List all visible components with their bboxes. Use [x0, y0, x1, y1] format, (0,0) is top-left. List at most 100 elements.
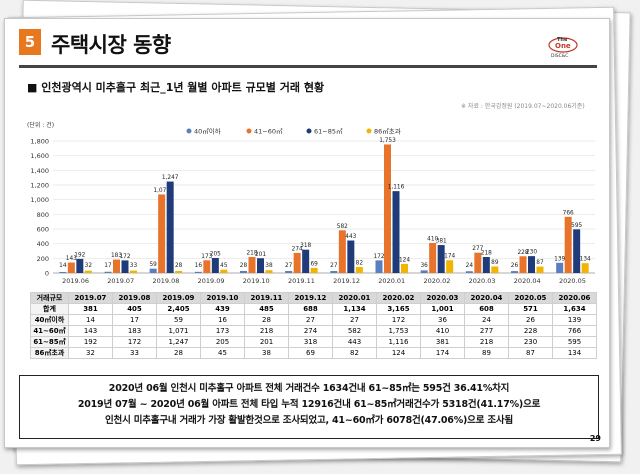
- bar: [384, 144, 391, 273]
- table-cell: 14: [68, 314, 113, 326]
- table-cell: 3,165: [376, 303, 421, 315]
- legend-label: 41~60㎡: [254, 127, 283, 136]
- bar: [437, 245, 445, 273]
- table-cell: 277: [464, 325, 509, 337]
- table-row-label: 86㎡초과: [30, 347, 69, 359]
- svg-text:DISC&C: DISC&C: [551, 53, 568, 59]
- x-tick-label: 2020.03: [469, 277, 496, 285]
- bar: [330, 271, 338, 273]
- bar: [474, 252, 482, 273]
- bar: [59, 271, 67, 273]
- table-cell: 38: [244, 347, 289, 359]
- data-label: 381: [436, 239, 447, 245]
- table-header-cell: 2019.10: [200, 292, 245, 304]
- y-tick-label: 400: [37, 240, 49, 248]
- page-number: 29: [589, 434, 601, 443]
- table-header-cell: 2019.09: [156, 292, 201, 304]
- summary-line: 2020년 06월 인천시 미추홀구 아파트 전체 거래건수 1634건내 61…: [108, 383, 510, 394]
- table-cell: 33: [112, 347, 157, 359]
- unit-label: (단위 : 건): [27, 121, 54, 129]
- data-label: 32: [85, 263, 93, 269]
- data-label: 59: [149, 262, 157, 268]
- data-label: 1,116: [388, 185, 405, 191]
- table-row-label: 41~60㎡: [30, 325, 69, 337]
- bar: [248, 257, 256, 273]
- bar: [166, 181, 174, 273]
- table-cell: 59: [156, 314, 201, 326]
- data-label: 45: [220, 263, 228, 269]
- x-tick-label: 2020.04: [514, 277, 541, 285]
- data-label: 87: [536, 260, 544, 266]
- data-label: 1,071: [153, 188, 170, 194]
- table-cell: 571: [508, 303, 553, 315]
- bar: [355, 266, 363, 273]
- table-cell: 381: [420, 336, 465, 348]
- x-tick-label: 2020.05: [559, 277, 586, 285]
- data-label: 1,247: [162, 175, 179, 181]
- summary-box: 2020년 06월 인천시 미추홀구 아파트 전체 거래건수 1634건내 61…: [19, 375, 599, 439]
- data-label: 17: [104, 263, 112, 269]
- section-title: 주택시장 동향: [51, 33, 171, 57]
- table-cell: 183: [112, 325, 157, 337]
- bar: [491, 266, 499, 273]
- data-label: 28: [240, 263, 248, 269]
- x-tick-label: 2020.02: [423, 277, 450, 285]
- bar: [113, 259, 120, 273]
- table-cell: 1,001: [420, 303, 465, 315]
- table-cell: 1,753: [376, 325, 421, 337]
- data-label: 172: [373, 254, 384, 260]
- x-tick-label: 2019.06: [62, 277, 89, 285]
- table-cell: 134: [552, 347, 597, 359]
- data-label: 228: [517, 250, 528, 256]
- data-label: 134: [580, 257, 591, 263]
- table-cell: 32: [68, 347, 113, 359]
- bar: [220, 269, 228, 273]
- table-header-cell: 2020.01: [332, 292, 377, 304]
- table-cell: 172: [376, 314, 421, 326]
- table-row: 41~60㎡ 143 183 1,071 173 218 274 582 1,753 410 277…: [30, 325, 597, 337]
- data-label: 1,753: [379, 138, 396, 144]
- bar: [240, 270, 247, 273]
- legend-marker: [306, 128, 312, 134]
- table-row-label: 40㎡이하: [30, 314, 69, 326]
- legend-label: 40㎡이하: [194, 127, 221, 136]
- table-cell: 218: [244, 325, 289, 337]
- title-divider: [19, 65, 597, 68]
- data-label: 124: [399, 257, 410, 263]
- table-header-cell: 거래규모: [30, 292, 69, 304]
- table-cell: 28: [156, 347, 201, 359]
- legend-label: 86㎡초과: [374, 127, 401, 136]
- table-row: 86㎡초과 32 33 28 45 38 69 82 124 174 89 87 134: [30, 347, 597, 359]
- y-tick-label: 800: [37, 211, 49, 219]
- table-cell: 28: [244, 314, 289, 326]
- table-cell: 381: [68, 303, 113, 315]
- table-cell: 26: [508, 314, 553, 326]
- table-cell: 410: [420, 325, 465, 337]
- bar: [84, 270, 92, 273]
- table-cell: 595: [552, 336, 597, 348]
- data-label: 82: [356, 260, 364, 266]
- bar: [465, 271, 473, 273]
- bar: [401, 263, 408, 273]
- bar: [203, 260, 211, 273]
- data-label: 38: [265, 263, 273, 269]
- bar: [257, 258, 264, 273]
- table-row: 40㎡이하 14 17 59 16 28 27 27 172 36 24 26 139: [30, 314, 597, 326]
- bar: [121, 260, 129, 273]
- table-cell: 17: [112, 314, 157, 326]
- bar: [528, 256, 535, 273]
- y-tick-label: 0: [45, 270, 49, 278]
- bar: [482, 257, 490, 273]
- bar: [556, 262, 564, 273]
- data-label: 766: [563, 210, 574, 216]
- summary-line: 인천시 미추홀구내 거래가 가장 활발한것으로 조사되었고, 41~60㎡가 6…: [104, 415, 513, 426]
- data-label: 27: [330, 263, 338, 269]
- legend-marker: [186, 128, 192, 134]
- legend-marker: [246, 128, 252, 134]
- table-cell: 230: [508, 336, 553, 348]
- table-cell: 205: [200, 336, 245, 348]
- bar: [76, 258, 84, 273]
- table-header-cell: 2019.08: [112, 292, 157, 304]
- data-label: 595: [571, 223, 582, 229]
- bar: [519, 256, 527, 273]
